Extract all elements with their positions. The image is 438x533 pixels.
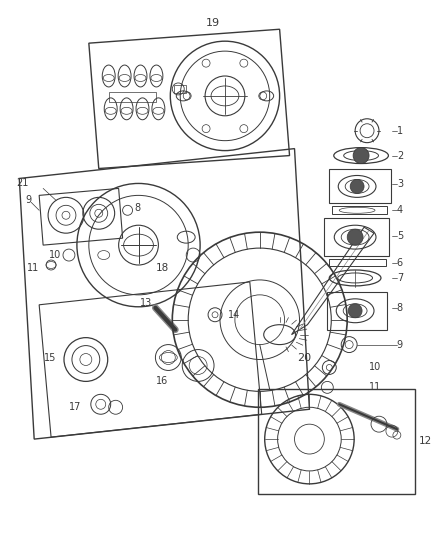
Text: 19: 19	[206, 18, 220, 28]
Circle shape	[347, 229, 363, 245]
Text: 5: 5	[397, 231, 403, 241]
Text: 6: 6	[397, 258, 403, 268]
Text: 4: 4	[397, 205, 403, 215]
Text: 9: 9	[397, 340, 403, 350]
Text: 8: 8	[397, 303, 403, 313]
Text: 10: 10	[49, 250, 61, 260]
Text: 20: 20	[297, 352, 311, 362]
Bar	[324, 218, 389, 256]
Text: 9: 9	[25, 196, 31, 205]
Text: 3: 3	[397, 180, 403, 189]
Text: 8: 8	[134, 203, 141, 213]
Text: 16: 16	[156, 376, 169, 386]
Bar	[174, 85, 186, 93]
Bar	[329, 259, 386, 266]
Text: 10: 10	[369, 362, 381, 373]
Text: 18: 18	[155, 263, 169, 273]
Text: 17: 17	[68, 402, 81, 412]
Bar	[329, 168, 391, 203]
Text: 21: 21	[16, 179, 28, 189]
Text: 2: 2	[397, 151, 403, 160]
Text: 7: 7	[397, 273, 403, 283]
Text: 14: 14	[228, 310, 240, 320]
Text: 11: 11	[369, 382, 381, 392]
Text: 13: 13	[140, 298, 152, 308]
Bar	[109, 92, 156, 102]
Text: 12: 12	[419, 436, 432, 446]
Bar	[258, 389, 415, 494]
Text: 1: 1	[397, 126, 403, 136]
Circle shape	[348, 304, 362, 318]
Bar	[332, 206, 387, 214]
Text: 15: 15	[44, 352, 56, 362]
Bar	[327, 292, 387, 330]
Text: 11: 11	[27, 263, 39, 273]
Circle shape	[353, 148, 369, 164]
Circle shape	[350, 180, 364, 193]
